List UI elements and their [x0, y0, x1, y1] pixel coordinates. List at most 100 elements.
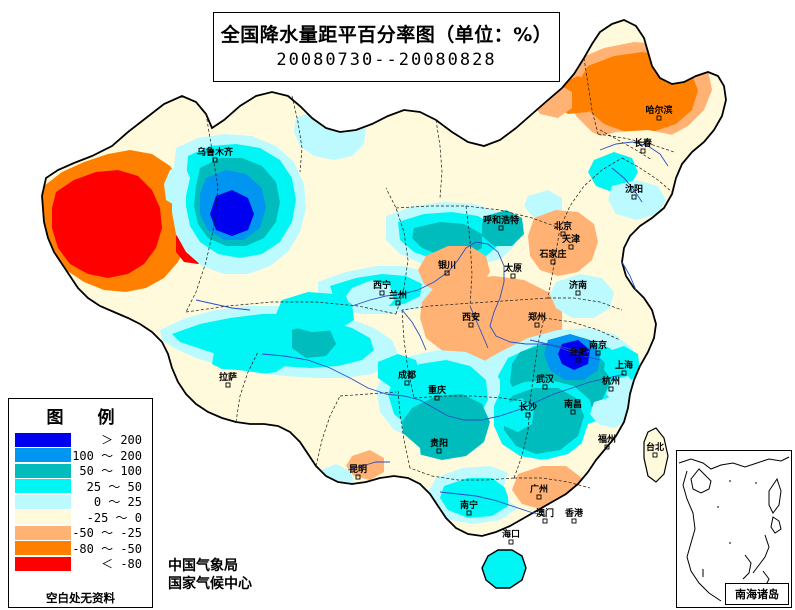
city-marker: 上海: [615, 359, 633, 376]
city-dot-icon: [466, 510, 472, 516]
legend-range-label: ＞ 200: [101, 433, 142, 448]
legend-no-data-note: 空白处无资料: [46, 591, 115, 605]
city-dot-icon: [570, 409, 576, 415]
city-name-label: 上海: [615, 359, 633, 371]
inset-coastlines: [678, 456, 790, 602]
city-dot-icon: [575, 357, 581, 363]
city-name-label: 重庆: [428, 384, 446, 396]
city-name-label: 长沙: [519, 401, 537, 413]
city-dot-icon: [575, 290, 581, 296]
city-marker: 拉萨: [219, 371, 237, 388]
legend-range-label: 100 ～ 200: [72, 448, 142, 463]
city-marker: 澳门: [536, 507, 554, 524]
city-marker: 兰州: [389, 289, 407, 306]
legend-row: -80 ～ -50: [15, 541, 146, 557]
city-dot-icon: [536, 494, 542, 500]
legend-row: -50 ～ -25: [15, 525, 146, 541]
city-marker: 昆明: [349, 464, 367, 480]
city-dot-icon: [436, 448, 442, 454]
city-dot-icon: [225, 382, 231, 388]
legend-range-label: -80 ～ -50: [72, 541, 142, 556]
city-marker: 重庆: [428, 384, 446, 401]
inset-label: 南海诸岛: [725, 583, 789, 605]
city-marker: 南昌: [564, 398, 582, 415]
city-name-label: 长春: [634, 137, 653, 149]
legend-range-label: 50 ～ 100: [79, 464, 142, 479]
city-dot-icon: [652, 452, 658, 458]
city-name-label: 北京: [554, 220, 572, 232]
city-dot-icon: [542, 384, 548, 390]
city-dot-icon: [560, 231, 566, 237]
city-marker: 西安: [462, 311, 480, 328]
city-name-label: 武汉: [536, 373, 555, 385]
city-marker: 杭州: [602, 375, 620, 392]
legend-color-swatch: [15, 541, 71, 556]
legend-color-swatch: [15, 525, 71, 540]
city-dot-icon: [444, 270, 450, 276]
legend-range-label: 25 ～ 50: [86, 479, 142, 494]
city-marker: 郑州: [528, 311, 546, 328]
city-name-label: 贵阳: [430, 437, 448, 449]
city-dot-icon: [608, 386, 614, 392]
city-marker: 成都: [398, 369, 416, 386]
city-marker: 长沙: [519, 401, 537, 418]
legend-row: 100 ～ 200: [15, 448, 146, 464]
city-marker: 长春: [634, 137, 653, 154]
south-china-sea-inset: 南海诸岛: [676, 450, 792, 608]
hainan-island: [481, 549, 527, 589]
city-name-label: 哈尔滨: [645, 104, 672, 116]
city-dot-icon: [568, 244, 574, 250]
city-name-label: 广州: [530, 483, 548, 495]
city-name-label: 福州: [597, 433, 616, 445]
city-dot-icon: [656, 115, 662, 121]
legend-heading: 图 例: [46, 408, 129, 428]
city-name-label: 济南: [569, 279, 587, 291]
city-marker: 南宁: [460, 499, 478, 516]
map-title: 全国降水量距平百分率图（单位：%）: [220, 23, 553, 46]
publisher-credits: 中国气象局 国家气候中心: [168, 558, 252, 593]
city-name-label: 沈阳: [625, 183, 643, 195]
legend-row: -25 ～ 0: [15, 510, 146, 526]
legend-range-label: -25 ～ 0: [86, 510, 142, 525]
city-name-label: 银川: [438, 259, 456, 271]
city-dot-icon: [468, 322, 474, 328]
provincial-borders: [185, 57, 675, 489]
city-dot-icon: [212, 157, 218, 163]
legend-row: 0 ～ 25: [15, 494, 146, 510]
city-dot-icon: [525, 412, 531, 418]
city-dot-icon: [498, 225, 504, 231]
city-name-label: 台北: [646, 441, 664, 453]
city-marker: 广州: [530, 483, 548, 500]
legend-range-label: -50 ～ -25: [72, 526, 142, 541]
city-marker: 银川: [438, 259, 456, 276]
city-name-label: 香港: [564, 507, 584, 519]
legend-color-swatch: [15, 463, 71, 478]
legend-color-swatch: [15, 448, 71, 463]
legend-row: 50 ～ 100: [15, 463, 146, 479]
legend-row: ＜ -80: [15, 556, 146, 572]
city-marker: 福州: [597, 433, 616, 450]
rivers: [195, 141, 669, 517]
city-marker: 武汉: [536, 373, 555, 390]
legend-range-label: 0 ～ 25: [93, 495, 142, 510]
credit-line-center: 国家气候中心: [168, 575, 252, 592]
city-name-label: 海口: [502, 528, 520, 540]
city-dot-icon: [550, 259, 556, 265]
city-name-label: 南京: [589, 339, 607, 351]
city-marker: 台北: [646, 441, 664, 458]
city-name-label: 成都: [398, 369, 416, 381]
city-name-label: 石家庄: [538, 248, 566, 260]
city-name-label: 呼和浩特: [483, 214, 519, 226]
city-dot-icon: [595, 350, 601, 356]
city-name-label: 合肥: [569, 346, 587, 358]
city-marker: 石家庄: [538, 248, 567, 265]
city-name-label: 杭州: [602, 375, 620, 387]
legend-color-swatch: [15, 494, 71, 509]
city-name-label: 西宁: [373, 279, 391, 291]
city-marker: 呼和浩特: [483, 214, 519, 231]
city-marker: 太原: [503, 262, 522, 279]
city-marker: 济南: [569, 279, 587, 296]
